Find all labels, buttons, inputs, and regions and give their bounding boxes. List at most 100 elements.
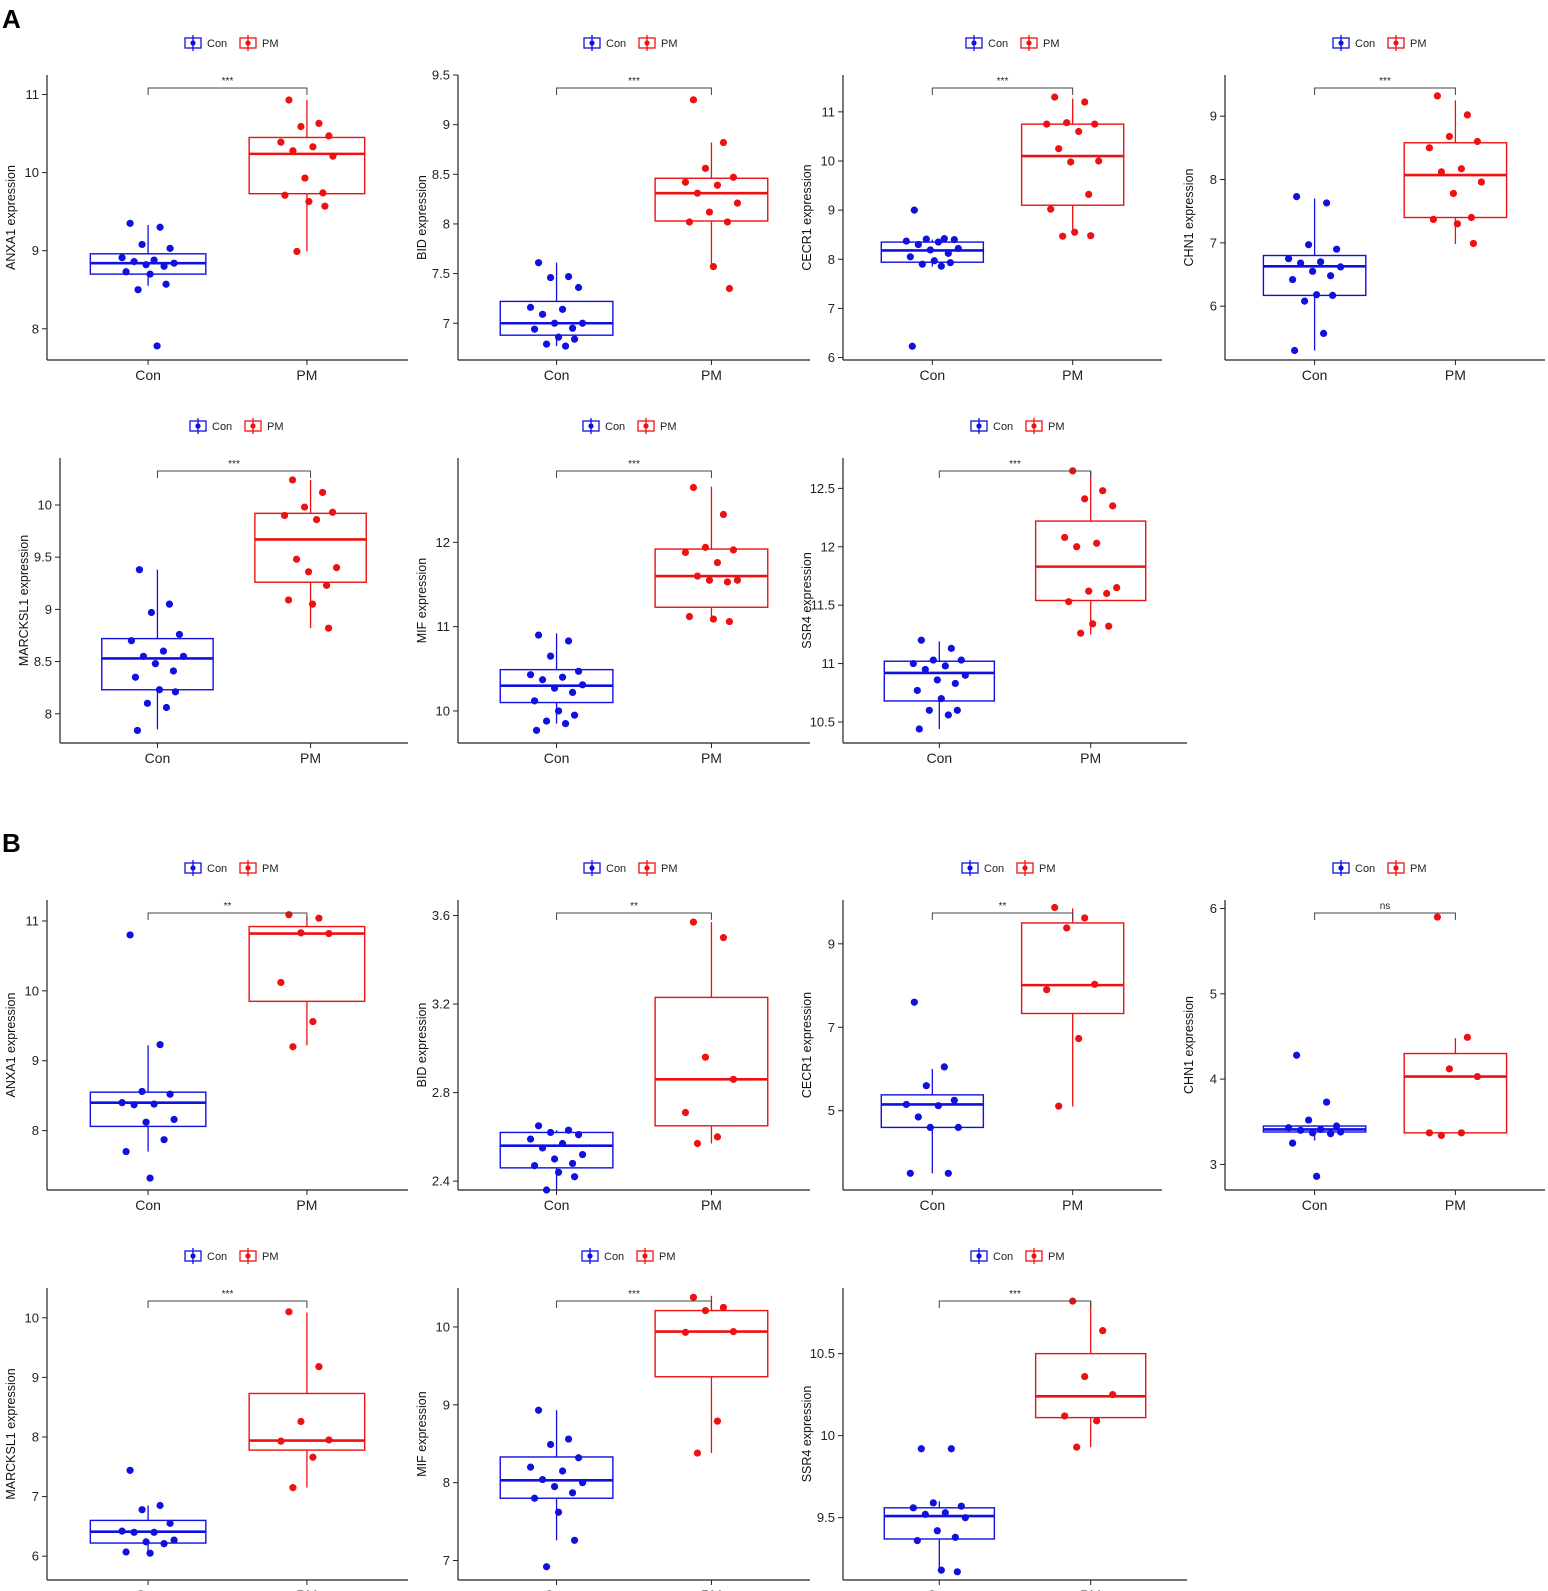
- data-point-con: [542, 340, 551, 348]
- data-point-con: [1327, 1130, 1335, 1138]
- data-point-pm: [325, 1436, 333, 1444]
- data-point-pm: [693, 189, 702, 197]
- data-point-con: [162, 703, 171, 712]
- data-point-con: [915, 725, 923, 733]
- y-tick-label: 7: [1210, 235, 1217, 250]
- boxplot-a-anxa1: Con PM 8 9 10 11 ANXA1 expression Con PM ***: [4, 35, 408, 383]
- data-point-pm: [685, 218, 694, 226]
- legend: Con PM: [965, 35, 1060, 51]
- legend-key-dot: [967, 865, 973, 871]
- data-point-pm: [332, 564, 341, 572]
- significance-bracket: [931, 87, 1074, 95]
- plots-container: Con PM 8 9 10 11 ANXA1 expression Con PM *** Con PM…: [4, 35, 1545, 1591]
- box-pm: [1034, 1352, 1147, 1419]
- data-point-pm: [1081, 1372, 1089, 1381]
- data-point-pm: [713, 181, 722, 189]
- data-point-pm: [705, 576, 714, 584]
- legend-label-pm: PM: [661, 863, 678, 875]
- data-point-pm: [1437, 168, 1445, 176]
- data-point-con: [554, 1168, 563, 1176]
- data-point-con: [561, 720, 570, 728]
- data-point-pm: [328, 508, 337, 516]
- data-point-pm: [309, 1017, 317, 1026]
- y-tick-label: 5: [828, 1103, 835, 1118]
- data-point-pm: [1109, 1391, 1117, 1399]
- x-tick-label-pm: PM: [1080, 1587, 1101, 1591]
- x-tick-label-pm: PM: [701, 750, 722, 766]
- legend-label-con: Con: [606, 863, 626, 875]
- y-axis-label: MARCKSL1 expression: [4, 1368, 18, 1499]
- data-point-con: [951, 679, 959, 688]
- data-point-con: [1293, 193, 1301, 201]
- data-point-con: [546, 652, 555, 660]
- y-tick-label: 9.5: [432, 68, 450, 83]
- data-point-con: [138, 1087, 146, 1096]
- data-point-con: [166, 1519, 174, 1527]
- data-point-pm: [1093, 539, 1101, 547]
- legend: Con PM: [184, 860, 279, 876]
- data-point-pm: [297, 122, 305, 131]
- data-point-pm: [293, 247, 301, 256]
- x-tick-label-con: Con: [544, 367, 570, 383]
- y-axis-label: MIF expression: [415, 1391, 429, 1476]
- data-point-pm: [1051, 93, 1059, 101]
- y-tick-label: 10: [25, 1310, 39, 1325]
- data-point-pm: [297, 929, 305, 937]
- significance-bracket: [556, 87, 712, 95]
- data-point-pm: [689, 918, 698, 926]
- legend-key-dot: [190, 1253, 196, 1259]
- legend: Con PM: [583, 35, 678, 51]
- data-point-pm: [1091, 120, 1099, 128]
- y-tick-label: 6: [828, 350, 835, 365]
- data-point-con: [918, 260, 926, 268]
- data-point-pm: [285, 96, 293, 104]
- data-point-con: [917, 1445, 925, 1453]
- data-point-pm: [281, 191, 289, 199]
- data-point-con: [913, 1537, 921, 1545]
- data-point-con: [546, 1128, 555, 1137]
- data-point-con: [542, 1563, 551, 1571]
- legend-label-con: Con: [993, 421, 1013, 433]
- data-point-pm: [289, 1043, 297, 1051]
- data-point-pm: [297, 1417, 305, 1426]
- legend-label-pm: PM: [1039, 863, 1056, 875]
- significance-bracket: [556, 470, 712, 478]
- y-tick-label: 8.5: [432, 167, 450, 182]
- significance-label: **: [999, 901, 1007, 912]
- box-pm: [654, 548, 769, 608]
- x-tick-label-con: Con: [1302, 1197, 1328, 1213]
- legend: Con PM: [184, 1248, 279, 1264]
- data-point-pm: [701, 1053, 710, 1061]
- y-tick-label: 8: [443, 1475, 450, 1490]
- legend-key-dot: [1338, 865, 1344, 871]
- data-point-con: [933, 1527, 941, 1535]
- y-tick-label: 10: [436, 703, 450, 718]
- data-point-pm: [1103, 589, 1111, 598]
- legend-label-con: Con: [993, 1251, 1013, 1263]
- data-point-con: [534, 631, 543, 639]
- data-point-pm: [315, 119, 323, 128]
- boxplot-a-bid: Con PM 7 7.5 8 8.5 9 9.5 BID expression Con PM ***: [415, 35, 810, 383]
- data-point-con: [902, 1100, 910, 1109]
- data-point-pm: [701, 1306, 710, 1315]
- data-point-con: [1285, 1124, 1293, 1132]
- legend-key-dot: [1026, 40, 1032, 46]
- data-point-con: [957, 656, 965, 664]
- significance-bracket: [1314, 912, 1456, 920]
- data-point-pm: [304, 568, 313, 576]
- data-point-con: [558, 1467, 567, 1475]
- box-pm: [1020, 922, 1125, 1015]
- data-point-con: [160, 262, 168, 270]
- y-tick-label: 12: [436, 535, 450, 550]
- y-tick-label: 10: [436, 1319, 450, 1334]
- data-point-pm: [324, 624, 333, 632]
- y-tick-label: 9: [32, 243, 39, 258]
- data-point-con: [941, 1509, 949, 1517]
- data-point-pm: [285, 911, 293, 919]
- data-point-con: [951, 1533, 959, 1541]
- data-point-pm: [1085, 190, 1093, 199]
- data-point-con: [570, 335, 579, 343]
- data-point-con: [574, 667, 583, 675]
- data-point-con: [160, 1540, 168, 1548]
